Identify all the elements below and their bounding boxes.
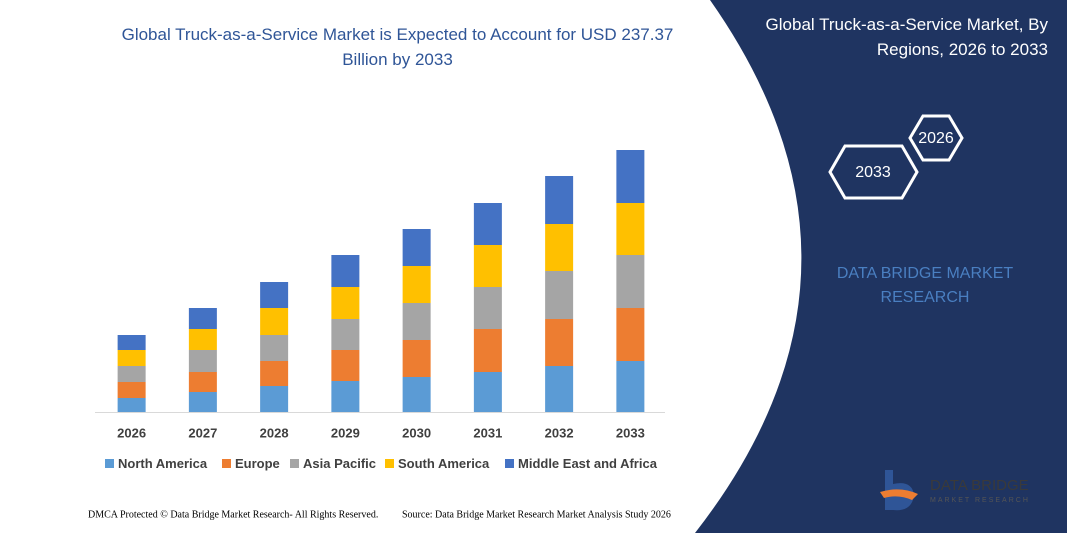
bar-segment — [260, 335, 289, 361]
bar-segment — [473, 372, 502, 412]
logo: DATA BRIDGE MARKET RESEARCH — [880, 470, 1030, 511]
bar-segment — [402, 229, 431, 266]
logo-tagline: MARKET RESEARCH — [930, 497, 1030, 504]
x-tick-label: 2027 — [188, 425, 217, 440]
bar-segment — [616, 255, 645, 308]
bar-segment — [616, 203, 645, 255]
bar-segment — [402, 377, 431, 412]
legend-label: Europe — [235, 456, 280, 471]
x-tick-label: 2032 — [545, 425, 574, 440]
panel-title: Global Truck-as-a-Service Market, By Reg… — [765, 15, 1048, 59]
bar-segment — [402, 303, 431, 340]
bar-segment — [188, 350, 217, 372]
chart-title: Global Truck-as-a-Service Market is Expe… — [121, 25, 674, 69]
bar-segment — [545, 366, 574, 412]
bar-segment — [117, 382, 146, 398]
hexagon — [908, 114, 964, 162]
hexagon-label: 2033 — [855, 164, 891, 181]
legend-swatch — [222, 459, 231, 468]
logo-swoosh — [880, 489, 918, 500]
bar-segment — [188, 329, 217, 350]
legend-label: South America — [398, 456, 490, 471]
legend-label: Middle East and Africa — [518, 456, 658, 471]
bar-segment — [402, 340, 431, 377]
bar-segment — [117, 335, 146, 350]
hexagon-label: 2026 — [918, 130, 954, 147]
legend-label: Asia Pacific — [303, 456, 376, 471]
x-tick-label: 2031 — [473, 425, 502, 440]
bar-segment — [545, 271, 574, 319]
bar-segment — [331, 287, 360, 319]
bar-segment — [545, 224, 574, 271]
bar-segment — [473, 329, 502, 372]
bar-segment — [402, 266, 431, 303]
legend-swatch — [105, 459, 114, 468]
x-tick-label: 2030 — [402, 425, 431, 440]
legend-swatch — [505, 459, 514, 468]
bar-segment — [473, 245, 502, 287]
legend-swatch — [385, 459, 394, 468]
bar-segment — [260, 361, 289, 386]
bar-segment — [117, 350, 146, 366]
bar-segment — [616, 150, 645, 203]
bar-segment — [117, 398, 146, 412]
x-tick-label: 2028 — [260, 425, 289, 440]
x-tick-label: 2033 — [616, 425, 645, 440]
bar-segment — [188, 372, 217, 392]
footer-left: DMCA Protected © Data Bridge Market Rese… — [88, 509, 378, 520]
x-tick-label: 2026 — [117, 425, 146, 440]
legend-swatch — [290, 459, 299, 468]
footer-right: Source: Data Bridge Market Research Mark… — [402, 509, 671, 520]
bar-segment — [117, 366, 146, 382]
brand: DATA BRIDGE MARKET RESEARCH — [836, 265, 1014, 306]
bar-segment — [260, 308, 289, 335]
bar-segment — [545, 176, 574, 224]
bar-segment — [473, 287, 502, 329]
bar-segment — [616, 361, 645, 412]
bar-segment — [188, 308, 217, 329]
bar-segment — [616, 308, 645, 361]
bar-segment — [331, 381, 360, 412]
bar-segment — [260, 386, 289, 412]
bar-segment — [188, 392, 217, 412]
logo-name: DATA BRIDGE — [930, 477, 1029, 494]
bar-segment — [473, 203, 502, 245]
bar-segment — [331, 350, 360, 381]
legend-label: North America — [118, 456, 208, 471]
x-tick-label: 2029 — [331, 425, 360, 440]
bar-segment — [260, 282, 289, 308]
side-panel — [695, 0, 1067, 533]
bar-segment — [331, 319, 360, 350]
bar-segment — [545, 319, 574, 366]
bar-segment — [331, 255, 360, 287]
hexagon — [828, 144, 919, 200]
